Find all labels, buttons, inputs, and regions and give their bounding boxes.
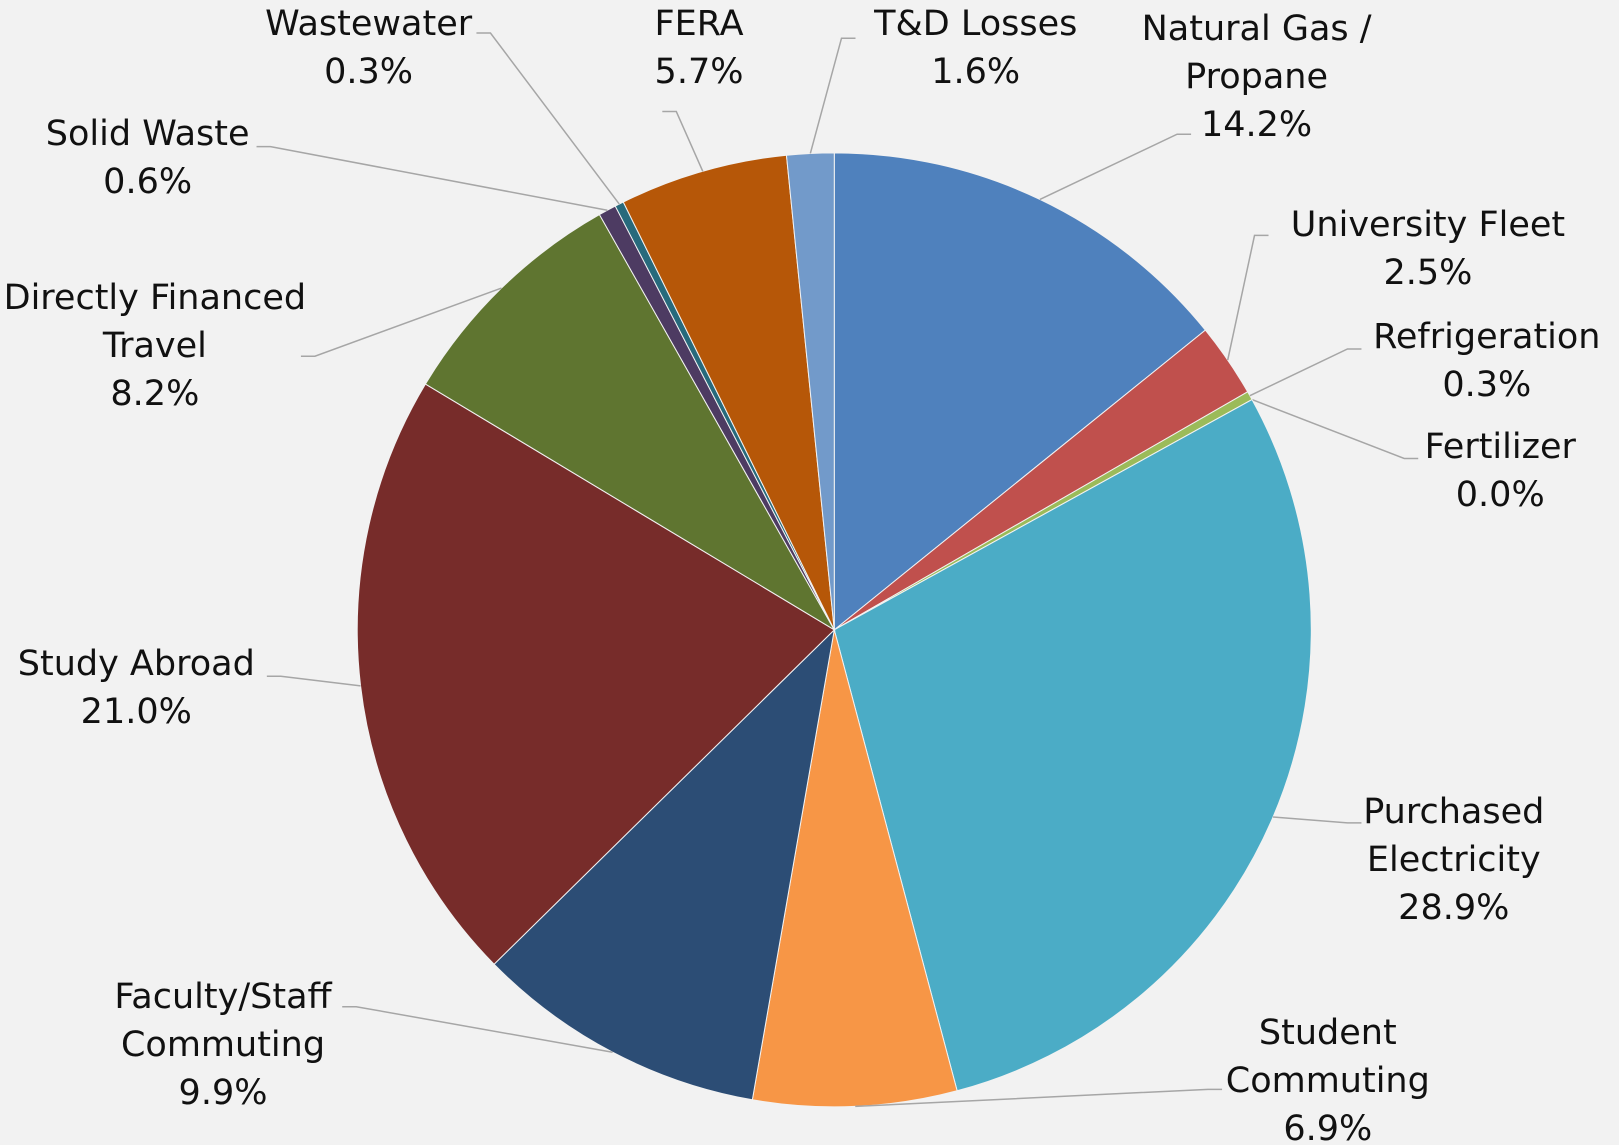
category-name: Fertilizer [1424,427,1576,468]
data-label: Purchased Electricity 28.9% [1330,788,1578,932]
leader-line [809,37,856,154]
data-label: Natural Gas / Propane 14.2% [1107,5,1406,149]
leader-line [300,287,502,357]
data-label: Directly Financed Travel 8.2% [0,274,323,418]
category-name: Natural Gas / Propane [1141,9,1372,98]
category-name: FERA [654,4,744,44]
data-label: Student Commuting 6.9% [1199,1009,1457,1145]
pie-slice [356,383,836,965]
data-label: Fertilizer 0.0% [1387,423,1614,519]
data-label: Wastewater 0.3% [240,0,498,96]
leader-line [266,675,361,687]
data-label: Solid Waste 0.6% [13,110,281,206]
value-label: 9.9% [178,1072,268,1113]
data-label: Study Abroad 21.0% [0,640,286,736]
data-label: Faculty/Staff Commuting 9.9% [84,973,363,1117]
category-name: Refrigeration [1373,316,1601,357]
value-label: 0.6% [103,162,193,203]
leader-line [342,1005,613,1053]
category-name: Directly Financed Travel [3,277,307,366]
data-label: Refrigeration 0.3% [1342,313,1619,409]
category-name: Wastewater [265,4,473,44]
value-label: 21.0% [80,692,192,733]
pie-slice [833,152,1207,631]
value-label: 1.6% [931,52,1021,92]
value-label: 28.9% [1398,887,1510,928]
leader-line [855,1088,1223,1108]
category-name: University Fleet [1290,205,1566,246]
value-label: 6.9% [1283,1108,1373,1145]
leader-line [662,110,704,172]
value-label: 0.3% [1442,364,1532,405]
category-name: Student Commuting [1225,1012,1430,1101]
value-label: 14.2% [1200,105,1313,146]
category-name: Faculty/Staff Commuting [114,976,332,1065]
value-label: 0.0% [1455,475,1545,516]
value-label: 0.3% [324,52,414,92]
data-label: T&D Losses 1.6% [842,0,1110,96]
category-name: Purchased Electricity [1363,791,1545,880]
leader-line [476,32,620,205]
leader-line [1226,234,1269,361]
leader-line [1039,133,1192,201]
category-name: Study Abroad [17,644,255,685]
value-label: 2.5% [1383,253,1473,294]
category-name: T&D Losses [874,4,1078,44]
value-label: 5.7% [654,52,744,92]
value-label: 8.2% [110,373,200,414]
leader-line [1249,348,1362,397]
leader-line [1251,398,1419,460]
leader-line [256,145,608,212]
pie-slice [833,398,1312,1092]
pie-slice [493,628,836,1101]
category-name: Solid Waste [45,114,250,155]
leader-line [1272,816,1362,824]
data-label: FERA 5.7% [622,0,777,96]
data-label: University Fleet 2.5% [1258,201,1599,297]
